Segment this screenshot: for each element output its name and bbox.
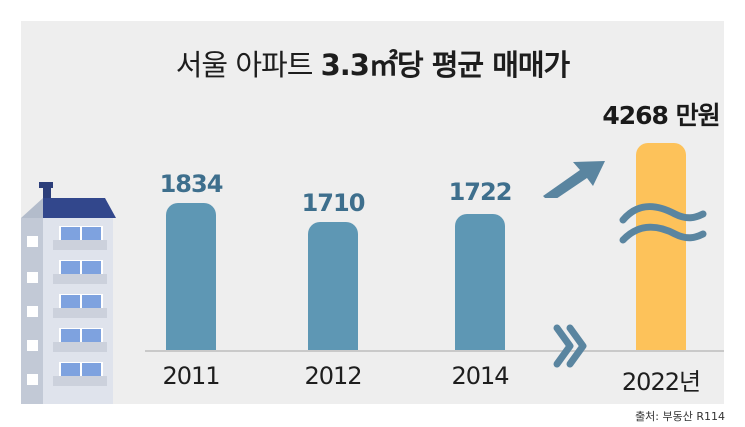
bar-2012 <box>308 222 358 350</box>
source-note: 출처: 부동산 R114 <box>635 410 725 423</box>
x-label-2012: 2012 <box>304 362 362 390</box>
x-label-2011: 2011 <box>162 362 220 390</box>
x-label-2022: 2022년 <box>621 368 701 396</box>
x-axis-baseline <box>145 350 724 352</box>
chart-panel <box>21 21 724 404</box>
double-chevron-right-icon <box>553 324 587 368</box>
title-bold: 3.3㎡당 평균 매매가 <box>320 48 571 82</box>
bar-2014 <box>455 214 505 350</box>
apartment-building-icon <box>21 182 116 404</box>
value-label-2014: 1722 <box>448 178 513 206</box>
x-label-2014: 2014 <box>451 362 509 390</box>
value-label-2022: 4268 만원 <box>602 101 720 130</box>
up-trend-arrow-icon <box>543 161 605 198</box>
bar-2011 <box>166 203 216 350</box>
bar-2022 <box>636 143 686 350</box>
value-label-2012: 1710 <box>301 189 366 217</box>
chart-title: 서울 아파트 3.3㎡당 평균 매매가 <box>0 42 745 84</box>
axis-break-wave-icon <box>619 203 707 244</box>
title-regular: 서울 아파트 <box>175 48 321 82</box>
value-label-2011: 1834 <box>159 170 224 198</box>
